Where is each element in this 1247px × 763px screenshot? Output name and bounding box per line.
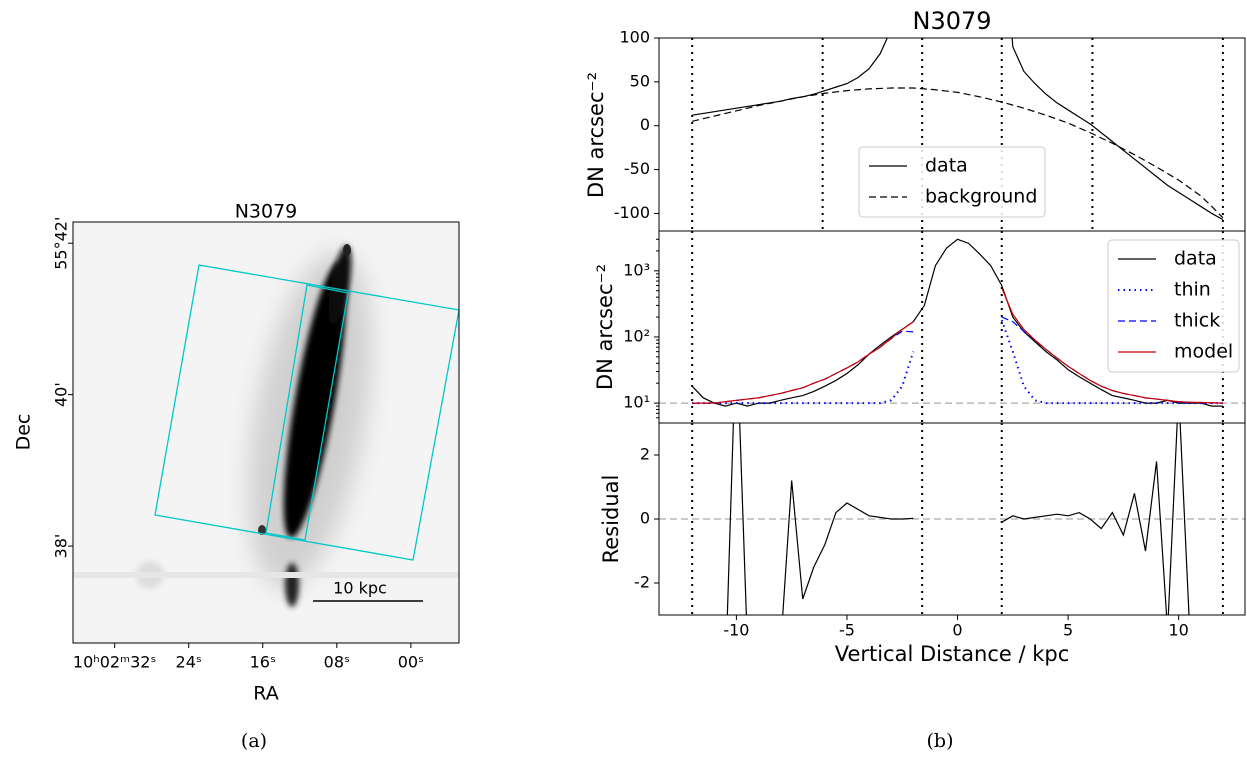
x-tick-label: 0	[952, 621, 962, 640]
y-tick-label: 0	[640, 115, 650, 134]
subplot: 10¹ 10² 10³ data thin thick model	[623, 230, 1246, 424]
y-tick-label: -50	[624, 159, 650, 178]
series-line	[726, 423, 1190, 615]
subplot: -2 0 2 -10 -5 0 5 10	[634, 422, 1246, 640]
x-tick-label: 10	[1168, 621, 1188, 640]
legend: data background	[858, 146, 1046, 218]
series-line	[691, 238, 1223, 407]
subplot: -100 -50 0 50 100 data background	[614, 28, 1246, 232]
legend-label: model	[1174, 341, 1233, 363]
y-tick-label: 10¹	[623, 393, 650, 412]
scale-bar-label: 10 kpc	[333, 579, 387, 598]
title: N3079	[912, 7, 991, 35]
series-line	[692, 287, 1223, 404]
y-tick-label: 10²	[623, 326, 650, 345]
y-label: DN arcsec⁻²	[593, 264, 617, 390]
y-tick-label: 10³	[623, 260, 650, 279]
y-tick-label: 0	[640, 509, 650, 528]
y-label: DN arcsec⁻²	[584, 72, 608, 198]
inner-region	[265, 284, 349, 541]
frame	[72, 221, 460, 644]
plot-area	[659, 238, 1245, 407]
x-label: Vertical Distance / kpc	[835, 642, 1070, 666]
x-tick-label: 00ˢ	[398, 653, 424, 672]
legend-box	[1107, 239, 1240, 373]
caption: (a)	[241, 730, 267, 752]
x-tick-label: -5	[839, 621, 855, 640]
plot-area	[692, 38, 1224, 221]
x-tick-label: 5	[1063, 621, 1073, 640]
x-tick-label: -10	[723, 621, 749, 640]
y-tick-label: 50	[630, 71, 650, 90]
legend-label: background	[925, 186, 1037, 208]
y-tick-label: 55°42'	[52, 217, 71, 270]
y-tick-label: 100	[619, 28, 650, 47]
y-tick-label: -100	[614, 203, 650, 222]
y-label: Dec	[13, 414, 35, 451]
title: N3079	[235, 201, 298, 223]
series-line	[692, 87, 1224, 219]
legend-box	[858, 146, 1046, 218]
y-label: Residual	[599, 475, 623, 564]
x-tick-label: 10ʰ02ᵐ32ˢ	[73, 653, 157, 672]
frame	[658, 422, 1246, 616]
y-tick-label: 2	[640, 445, 650, 464]
outer-region	[154, 264, 460, 561]
legend-label: data	[925, 155, 968, 177]
x-tick-label: 08ˢ	[324, 653, 350, 672]
series-line	[692, 319, 1223, 405]
profile-panels: N3079 (b) DN arcsec⁻² DN arcsec⁻² Residu…	[584, 7, 1246, 752]
plot-area	[659, 423, 1245, 615]
legend-label: data	[1174, 248, 1217, 270]
image-panel: 10 kpc N3079 RA Dec (a) 10ʰ02ᵐ32ˢ 24ˢ 16ˢ 0…	[13, 201, 460, 752]
x-tick-label: 16ˢ	[250, 653, 276, 672]
y-tick-label: -2	[634, 573, 650, 592]
y-tick-label: 40'	[52, 382, 71, 407]
x-label: RA	[253, 683, 278, 705]
caption: (b)	[927, 730, 954, 752]
legend: data thin thick model	[1107, 239, 1240, 373]
y-tick-label: 38'	[52, 534, 71, 559]
x-tick-label: 24ˢ	[176, 653, 202, 672]
legend-label: thick	[1174, 310, 1220, 332]
legend-label: thin	[1174, 279, 1211, 301]
